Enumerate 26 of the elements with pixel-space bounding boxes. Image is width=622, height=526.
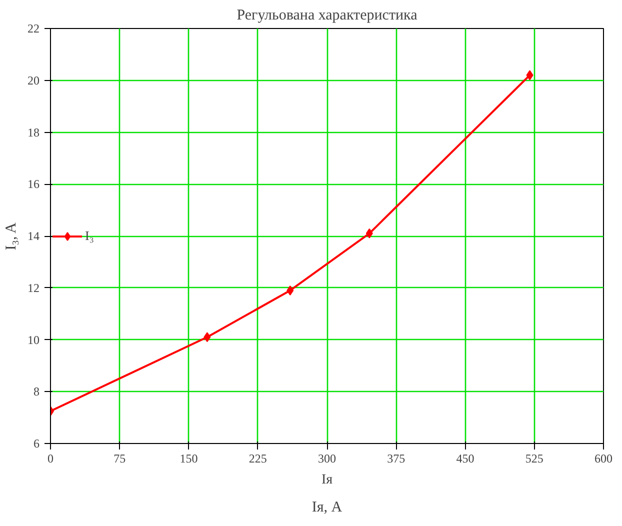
x-tick-label: 300 — [318, 452, 336, 466]
x-axis-title: Iя, A — [312, 500, 342, 516]
y-tick-label: 22 — [28, 22, 40, 36]
y-tick-label: 14 — [28, 229, 40, 243]
x-tick-label: 0 — [48, 452, 54, 466]
x-tick-label: 75 — [114, 452, 126, 466]
x-tick-label: 450 — [456, 452, 474, 466]
x-tick-label: 375 — [387, 452, 406, 466]
x-tick-label: 600 — [594, 452, 612, 466]
text: Iя — [321, 472, 334, 488]
y-tick-label: 8 — [34, 384, 40, 399]
y-tick-label: 18 — [28, 125, 40, 140]
x-tick-label: 525 — [525, 452, 544, 466]
point — [366, 228, 373, 238]
chart-title: Регульована характеристика — [236, 8, 418, 24]
y-tick-label: 16 — [28, 177, 40, 192]
y-tick-label: 20 — [28, 73, 40, 88]
y-tick-label: 12 — [28, 280, 40, 295]
point — [526, 70, 534, 80]
point — [204, 332, 211, 342]
y-tick-label: 6 — [34, 436, 40, 450]
point — [286, 285, 294, 296]
y-axis-title: I₃, A — [4, 222, 20, 250]
x-tick-label: 150 — [180, 452, 198, 466]
y-tick-label: 10 — [28, 332, 40, 347]
x-tick-label: 225 — [248, 452, 267, 466]
